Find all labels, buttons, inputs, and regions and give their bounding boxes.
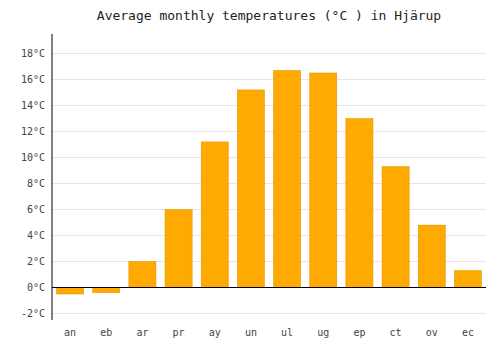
bar (201, 142, 228, 288)
bar (418, 225, 445, 287)
y-axis-line (52, 34, 53, 320)
y-tick-label: -2°C (21, 308, 45, 319)
x-tick-label: ct (390, 327, 402, 338)
x-axis-ticks: an eb ar pr ay un ul ug ep ct ov ec (64, 327, 474, 338)
y-axis-ticks: -2°C 0°C 2°C 4°C 6°C 8°C 10°C 12°C 14°C 16°C 18°C (21, 48, 45, 319)
x-tick-label: ay (209, 327, 221, 338)
x-tick-label: ec (462, 327, 474, 338)
bar (57, 288, 84, 295)
grid-line (52, 157, 486, 158)
grid-line (52, 287, 486, 288)
x-tick-label: an (64, 327, 76, 338)
bar (93, 288, 120, 293)
y-tick-label: 10°C (21, 152, 45, 163)
x-tick-label: pr (173, 327, 185, 338)
grid-line (52, 209, 486, 210)
y-tick-label: 2°C (27, 256, 45, 267)
bar (310, 73, 337, 288)
y-tick-label: 12°C (21, 126, 45, 137)
y-tick-label: 4°C (27, 230, 45, 241)
chart-title: Average monthly temperatures (°C ) in Hj… (97, 8, 442, 23)
bars (57, 70, 482, 294)
y-tick-label: 6°C (27, 204, 45, 215)
grid (52, 54, 486, 314)
x-tick-label: eb (100, 327, 112, 338)
y-tick-label: 16°C (21, 74, 45, 85)
chart-container: Average monthly temperatures (°C ) in Hj… (0, 0, 500, 350)
x-tick-label: ep (353, 327, 365, 338)
bar (382, 167, 409, 288)
grid-line (52, 131, 486, 132)
zero-line (52, 287, 486, 288)
grid-line (52, 105, 486, 106)
chart-svg: Average monthly temperatures (°C ) in Hj… (0, 0, 500, 350)
x-tick-label: ov (426, 327, 438, 338)
bar (274, 70, 301, 287)
grid-line (52, 53, 486, 54)
grid-line (52, 79, 486, 80)
bar (454, 271, 481, 288)
y-tick-label: 0°C (27, 282, 45, 293)
y-tick-label: 8°C (27, 178, 45, 189)
grid-line (52, 183, 486, 184)
y-tick-label: 14°C (21, 100, 45, 111)
x-tick-label: ar (136, 327, 148, 338)
x-tick-label: ul (281, 327, 293, 338)
bar (129, 262, 156, 288)
bar (165, 210, 192, 288)
y-tick-label: 18°C (21, 48, 45, 59)
bar (346, 119, 373, 288)
x-tick-label: ug (317, 327, 329, 338)
bar (237, 90, 264, 288)
x-tick-label: un (245, 327, 257, 338)
grid-line (52, 313, 486, 314)
